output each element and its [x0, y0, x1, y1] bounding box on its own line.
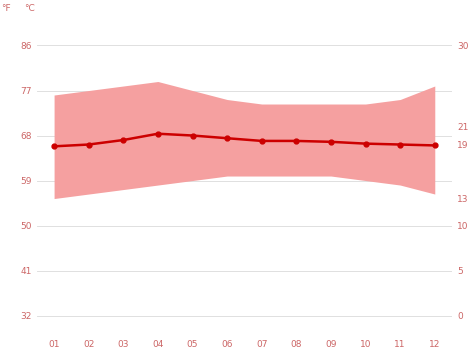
Text: °F: °F [1, 4, 11, 13]
Text: °C: °C [24, 4, 35, 13]
